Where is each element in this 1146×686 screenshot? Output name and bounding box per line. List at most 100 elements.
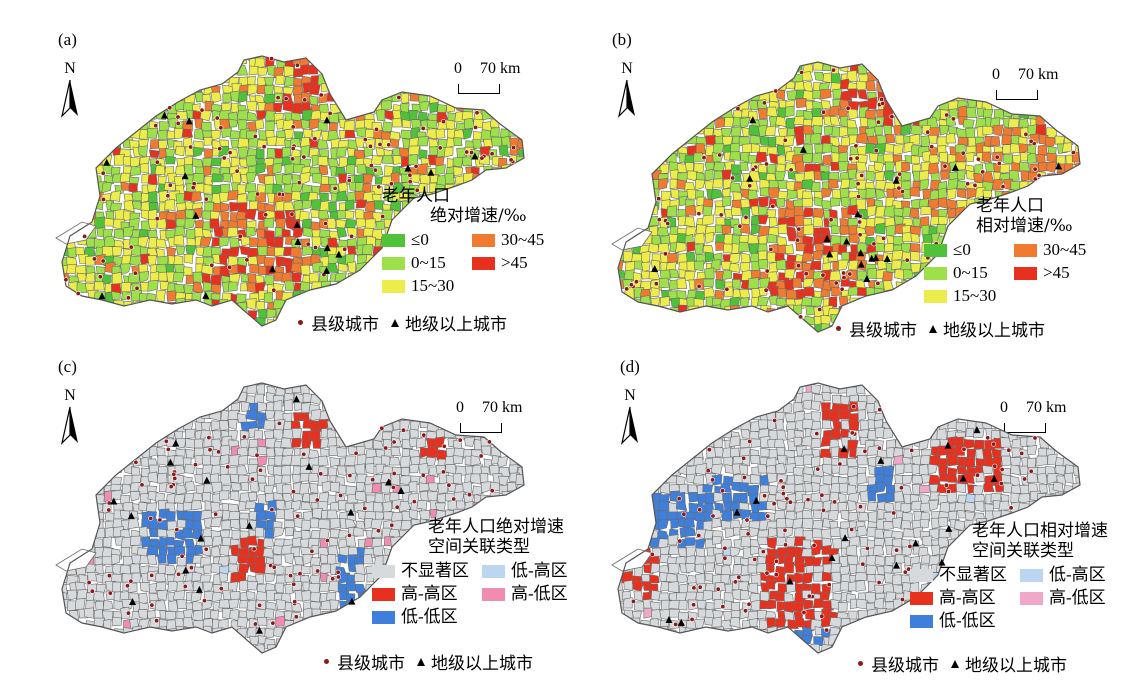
- county-unit: [228, 598, 240, 609]
- prefecture-city-marker: [404, 164, 412, 172]
- county-unit: [247, 492, 258, 502]
- county-unit: [669, 608, 680, 618]
- county-unit: [147, 554, 158, 566]
- county-unit: [831, 571, 841, 584]
- county-unit: [893, 215, 905, 226]
- county-unit: [283, 201, 295, 211]
- county-city-marker: [478, 453, 484, 459]
- county-unit: [211, 173, 223, 183]
- county-unit: [838, 409, 851, 420]
- county-unit: [658, 500, 671, 511]
- county-city-marker: [312, 136, 318, 142]
- county-unit: [857, 153, 868, 165]
- prefecture-city-marker: [863, 275, 871, 283]
- county-unit: [489, 118, 500, 129]
- county-city-marker: [315, 568, 321, 574]
- county-unit: [409, 463, 420, 474]
- north-arrow: N: [615, 387, 645, 449]
- county-unit: [317, 156, 329, 166]
- county-unit: [768, 216, 778, 228]
- county-unit: [643, 607, 653, 619]
- county-unit: [426, 119, 438, 130]
- county-city-marker: [206, 435, 212, 441]
- county-unit: [210, 283, 222, 295]
- county-city-marker: [847, 271, 853, 277]
- county-unit: [883, 243, 894, 253]
- county-unit: [857, 65, 869, 75]
- prefecture-city-marker: [883, 254, 891, 262]
- county-city-marker: [420, 125, 426, 131]
- county-unit: [820, 99, 831, 110]
- county-unit: [408, 184, 420, 196]
- county-city-marker: [148, 515, 154, 521]
- county-city-marker: [154, 216, 160, 222]
- county-city-marker: [407, 172, 413, 178]
- county-unit: [329, 599, 340, 611]
- county-unit: [777, 288, 787, 298]
- county-unit: [401, 119, 412, 129]
- county-unit: [810, 133, 822, 145]
- county-unit: [748, 582, 759, 595]
- county-unit: [409, 428, 419, 439]
- county-city-marker: [271, 287, 277, 293]
- county-unit: [427, 491, 438, 503]
- county-unit: [245, 226, 256, 238]
- county-unit: [695, 538, 706, 550]
- county-city-marker: [705, 468, 711, 474]
- county-city-marker: [190, 185, 196, 191]
- county-unit: [316, 139, 329, 150]
- county-unit: [318, 582, 330, 592]
- county-unit: [885, 133, 896, 144]
- county-unit: [166, 95, 178, 104]
- north-letter: N: [624, 387, 636, 404]
- county-city-marker: [832, 499, 838, 505]
- county-city-marker: [803, 271, 809, 277]
- county-unit: [419, 100, 431, 111]
- legend-label: ≤0: [411, 230, 429, 249]
- county-unit: [891, 250, 904, 261]
- county-unit: [829, 115, 841, 127]
- county-unit: [93, 590, 105, 602]
- county-city-marker: [414, 187, 420, 193]
- county-unit: [155, 289, 166, 302]
- county-city-marker: [489, 488, 495, 494]
- county-unit: [228, 454, 241, 467]
- county-city-marker: [1032, 166, 1038, 172]
- county-unit: [148, 149, 160, 158]
- legend-swatch: [910, 614, 933, 628]
- county-unit: [175, 145, 185, 157]
- county-unit: [819, 89, 832, 100]
- legend-item: 高-高区: [910, 588, 1020, 608]
- county-unit: [954, 502, 966, 512]
- county-city-marker: [125, 583, 131, 589]
- county-unit: [229, 237, 240, 248]
- prefecture-city-marker: [877, 456, 885, 464]
- prefecture-city-marker: [127, 512, 135, 520]
- city-legend: 县级城市 地级以上城市: [856, 651, 1067, 676]
- county-unit: [793, 304, 803, 316]
- county-unit: [777, 223, 788, 235]
- legend-label: ≤0: [953, 240, 971, 259]
- county-unit: [856, 287, 868, 297]
- county-unit: [802, 278, 815, 288]
- county-unit: [109, 190, 121, 202]
- prefecture-city-label: 地级以上城市: [431, 654, 533, 674]
- legend-swatch: [372, 587, 395, 601]
- county-unit: [715, 279, 726, 291]
- county-unit: [802, 399, 812, 410]
- county-city-marker: [309, 548, 315, 554]
- county-unit: [990, 136, 1001, 147]
- county-unit: [641, 261, 651, 273]
- county-unit: [273, 647, 285, 653]
- county-unit: [257, 493, 268, 506]
- legend-items: 不显著区 低-高区 高-高区 高-低区 低-低区: [372, 561, 612, 627]
- county-city-marker: [157, 517, 163, 523]
- county-unit: [757, 206, 770, 217]
- county-city-marker: [335, 574, 341, 580]
- county-city-marker: [876, 580, 882, 586]
- county-city-marker: [880, 101, 886, 107]
- legend-swatch: [382, 233, 405, 247]
- county-unit: [675, 500, 688, 511]
- county-unit: [472, 485, 484, 496]
- prefecture-city-marker: [733, 508, 741, 516]
